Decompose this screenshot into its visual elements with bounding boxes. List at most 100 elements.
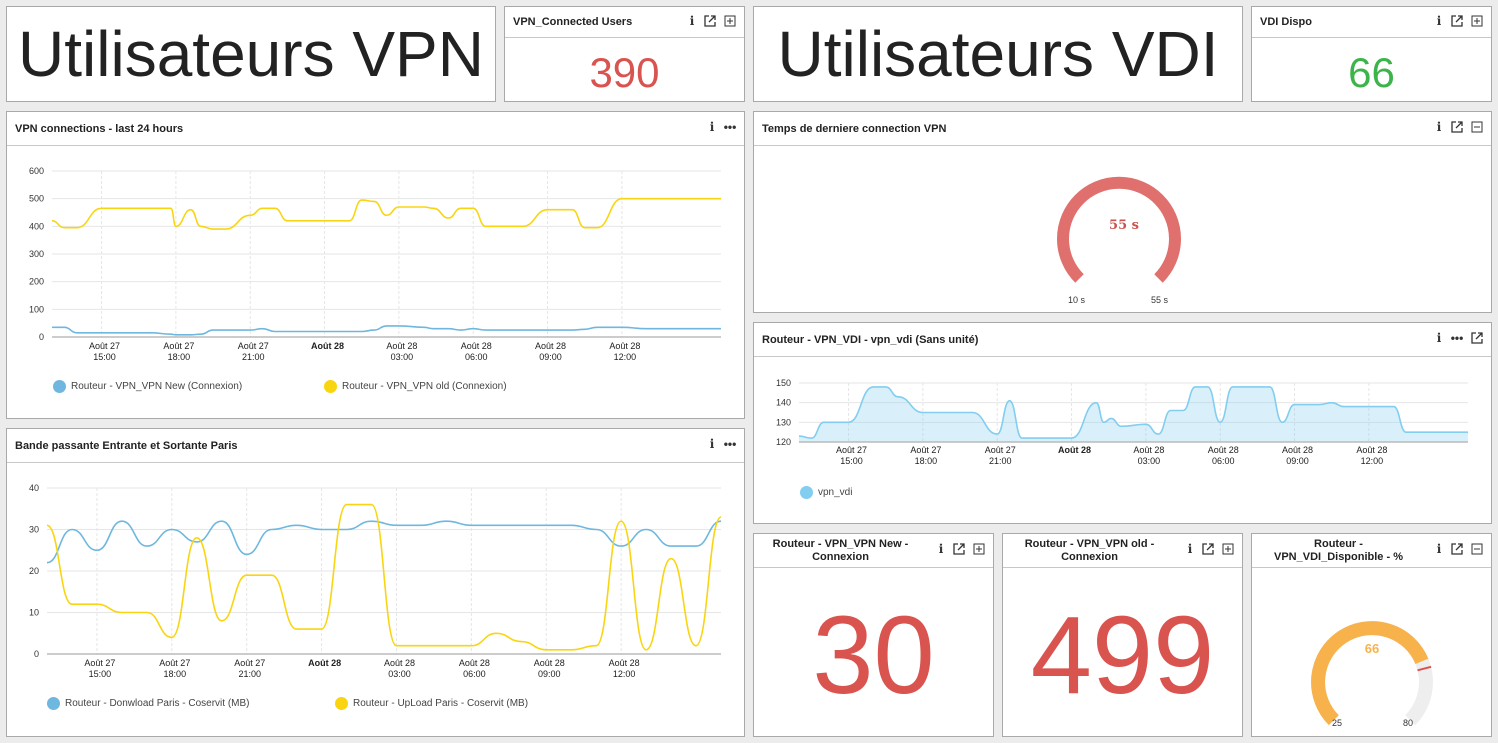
x-tick-label: 21:00 bbox=[989, 456, 1012, 466]
legend-dot bbox=[47, 697, 60, 710]
x-tick-label: Août 28 bbox=[1058, 445, 1091, 455]
vpn-new-value: 30 bbox=[812, 594, 935, 717]
gauge-min: 25 bbox=[1332, 718, 1343, 728]
x-tick-label: Août 27 bbox=[985, 445, 1016, 455]
x-tick-label: 09:00 bbox=[1286, 456, 1309, 466]
x-tick-label: 21:00 bbox=[242, 352, 265, 362]
x-tick-label: 18:00 bbox=[168, 352, 191, 362]
x-tick-label: Août 27 bbox=[89, 341, 120, 351]
x-tick-label: Août 27 bbox=[159, 658, 190, 668]
last-connection-panel: Temps de derniere connection VPN i 55 s … bbox=[753, 111, 1492, 313]
x-tick-label: 18:00 bbox=[164, 669, 187, 679]
x-tick-label: 09:00 bbox=[538, 669, 561, 679]
info-icon[interactable]: i bbox=[1187, 542, 1193, 556]
vdi-percent-panel: Routeur - VPN_VDI_Disponible - % i 66 25… bbox=[1251, 533, 1492, 737]
legend-item[interactable]: Routeur - UpLoad Paris - Coservit (MB) bbox=[335, 697, 528, 710]
external-link-icon[interactable] bbox=[1451, 121, 1463, 133]
y-tick-label: 0 bbox=[34, 649, 39, 659]
more-options-icon[interactable]: ••• bbox=[723, 120, 737, 134]
legend-dot bbox=[324, 380, 337, 393]
y-tick-label: 150 bbox=[776, 378, 791, 388]
more-options-icon[interactable]: ••• bbox=[723, 437, 737, 451]
y-tick-label: 140 bbox=[776, 398, 791, 408]
collapse-icon[interactable] bbox=[1471, 543, 1483, 555]
panel-title: Bande passante Entrante et Sortante Pari… bbox=[15, 439, 238, 452]
info-icon[interactable]: i bbox=[938, 542, 944, 556]
x-tick-label: 09:00 bbox=[539, 352, 562, 362]
x-tick-label: 03:00 bbox=[391, 352, 414, 362]
gauge-min: 10 s bbox=[1068, 295, 1086, 305]
expand-icon[interactable] bbox=[973, 543, 985, 555]
y-tick-label: 100 bbox=[29, 304, 44, 314]
more-options-icon[interactable]: ••• bbox=[1450, 331, 1464, 345]
legend-label: Routeur - UpLoad Paris - Coservit (MB) bbox=[353, 698, 529, 709]
panel-title: Routeur - VPN_VPN old - Connexion bbox=[1024, 537, 1155, 563]
x-tick-label: Août 27 bbox=[910, 445, 941, 455]
vpn-users-value: 390 bbox=[589, 49, 660, 96]
panel-title: VDI Dispo bbox=[1260, 16, 1312, 28]
series-line bbox=[798, 386, 1468, 439]
gauge-value: 55 s bbox=[1109, 218, 1139, 233]
external-link-icon[interactable] bbox=[704, 15, 716, 27]
x-tick-label: 06:00 bbox=[463, 669, 486, 679]
gauge-arc bbox=[1057, 176, 1181, 283]
x-tick-label: 15:00 bbox=[840, 456, 863, 466]
external-link-icon[interactable] bbox=[1451, 15, 1463, 27]
y-tick-label: 300 bbox=[29, 249, 44, 259]
x-tick-label: 21:00 bbox=[238, 669, 261, 679]
x-tick-label: 18:00 bbox=[915, 456, 938, 466]
legend-label: Routeur - VPN_VPN old (Connexion) bbox=[342, 381, 507, 392]
vdi-percent-gauge bbox=[1311, 621, 1433, 726]
legend-item[interactable]: Routeur - VPN_VPN old (Connexion) bbox=[324, 380, 507, 393]
info-icon[interactable]: i bbox=[1436, 542, 1442, 556]
x-tick-label: 12:00 bbox=[613, 669, 636, 679]
legend-dot bbox=[800, 486, 813, 499]
gauge-fill bbox=[1311, 621, 1429, 726]
x-tick-label: Août 28 bbox=[609, 341, 640, 351]
vpn-users-panel: VPN_Connected Users i 390 bbox=[504, 6, 745, 102]
x-tick-label: 12:00 bbox=[614, 352, 637, 362]
info-icon[interactable]: i bbox=[709, 437, 715, 451]
info-icon[interactable]: i bbox=[689, 14, 695, 28]
panel-header: Temps de derniere connection VPN i bbox=[754, 112, 1491, 146]
legend-label: Routeur - VPN_VPN New (Connexion) bbox=[71, 381, 243, 392]
x-tick-label: Août 28 bbox=[1356, 445, 1387, 455]
x-tick-label: 15:00 bbox=[93, 352, 116, 362]
bandwidth-panel: Bande passante Entrante et Sortante Pari… bbox=[6, 428, 745, 737]
info-icon[interactable]: i bbox=[1436, 331, 1442, 345]
legend-item[interactable]: vpn_vdi bbox=[800, 486, 852, 499]
series-area bbox=[799, 386, 1468, 442]
external-link-icon[interactable] bbox=[1202, 543, 1214, 555]
legend-dot bbox=[335, 697, 348, 710]
title-vpn-panel: Utilisateurs VPN bbox=[6, 6, 496, 102]
info-icon[interactable]: i bbox=[1436, 14, 1442, 28]
series-line bbox=[51, 197, 721, 230]
x-tick-label: Août 28 bbox=[461, 341, 492, 351]
external-link-icon[interactable] bbox=[1471, 332, 1483, 344]
x-tick-label: Août 27 bbox=[84, 658, 115, 668]
panel-header: Routeur - VPN_VPN old - Connexion i bbox=[1003, 534, 1242, 568]
vdi-chart-panel: Routeur - VPN_VDI - vpn_vdi (Sans unité)… bbox=[753, 322, 1492, 524]
y-tick-label: 200 bbox=[29, 277, 44, 287]
vdi-dispo-value: 66 bbox=[1348, 49, 1395, 96]
panel-title: VPN connections - last 24 hours bbox=[15, 122, 184, 135]
external-link-icon[interactable] bbox=[953, 543, 965, 555]
collapse-icon[interactable] bbox=[1471, 121, 1483, 133]
expand-icon[interactable] bbox=[1222, 543, 1234, 555]
expand-icon[interactable] bbox=[724, 15, 736, 27]
legend-dot bbox=[53, 380, 66, 393]
external-link-icon[interactable] bbox=[1451, 543, 1463, 555]
x-tick-label: Août 28 bbox=[386, 341, 417, 351]
legend-item[interactable]: Routeur - Donwload Paris - Coservit (MB) bbox=[47, 697, 250, 710]
title-vdi: Utilisateurs VDI bbox=[777, 18, 1219, 90]
panel-header: Routeur - VPN_VDI_Disponible - % i bbox=[1252, 534, 1491, 568]
legend-item[interactable]: Routeur - VPN_VPN New (Connexion) bbox=[53, 380, 242, 393]
expand-icon[interactable] bbox=[1471, 15, 1483, 27]
panel-header: Routeur - VPN_VDI - vpn_vdi (Sans unité)… bbox=[754, 323, 1491, 357]
info-icon[interactable]: i bbox=[709, 120, 715, 134]
x-tick-label: 06:00 bbox=[1212, 456, 1235, 466]
info-icon[interactable]: i bbox=[1436, 120, 1442, 134]
panel-header: Bande passante Entrante et Sortante Pari… bbox=[7, 429, 744, 463]
vpn-new-panel: Routeur - VPN_VPN New - Connexion i 30 bbox=[753, 533, 994, 737]
